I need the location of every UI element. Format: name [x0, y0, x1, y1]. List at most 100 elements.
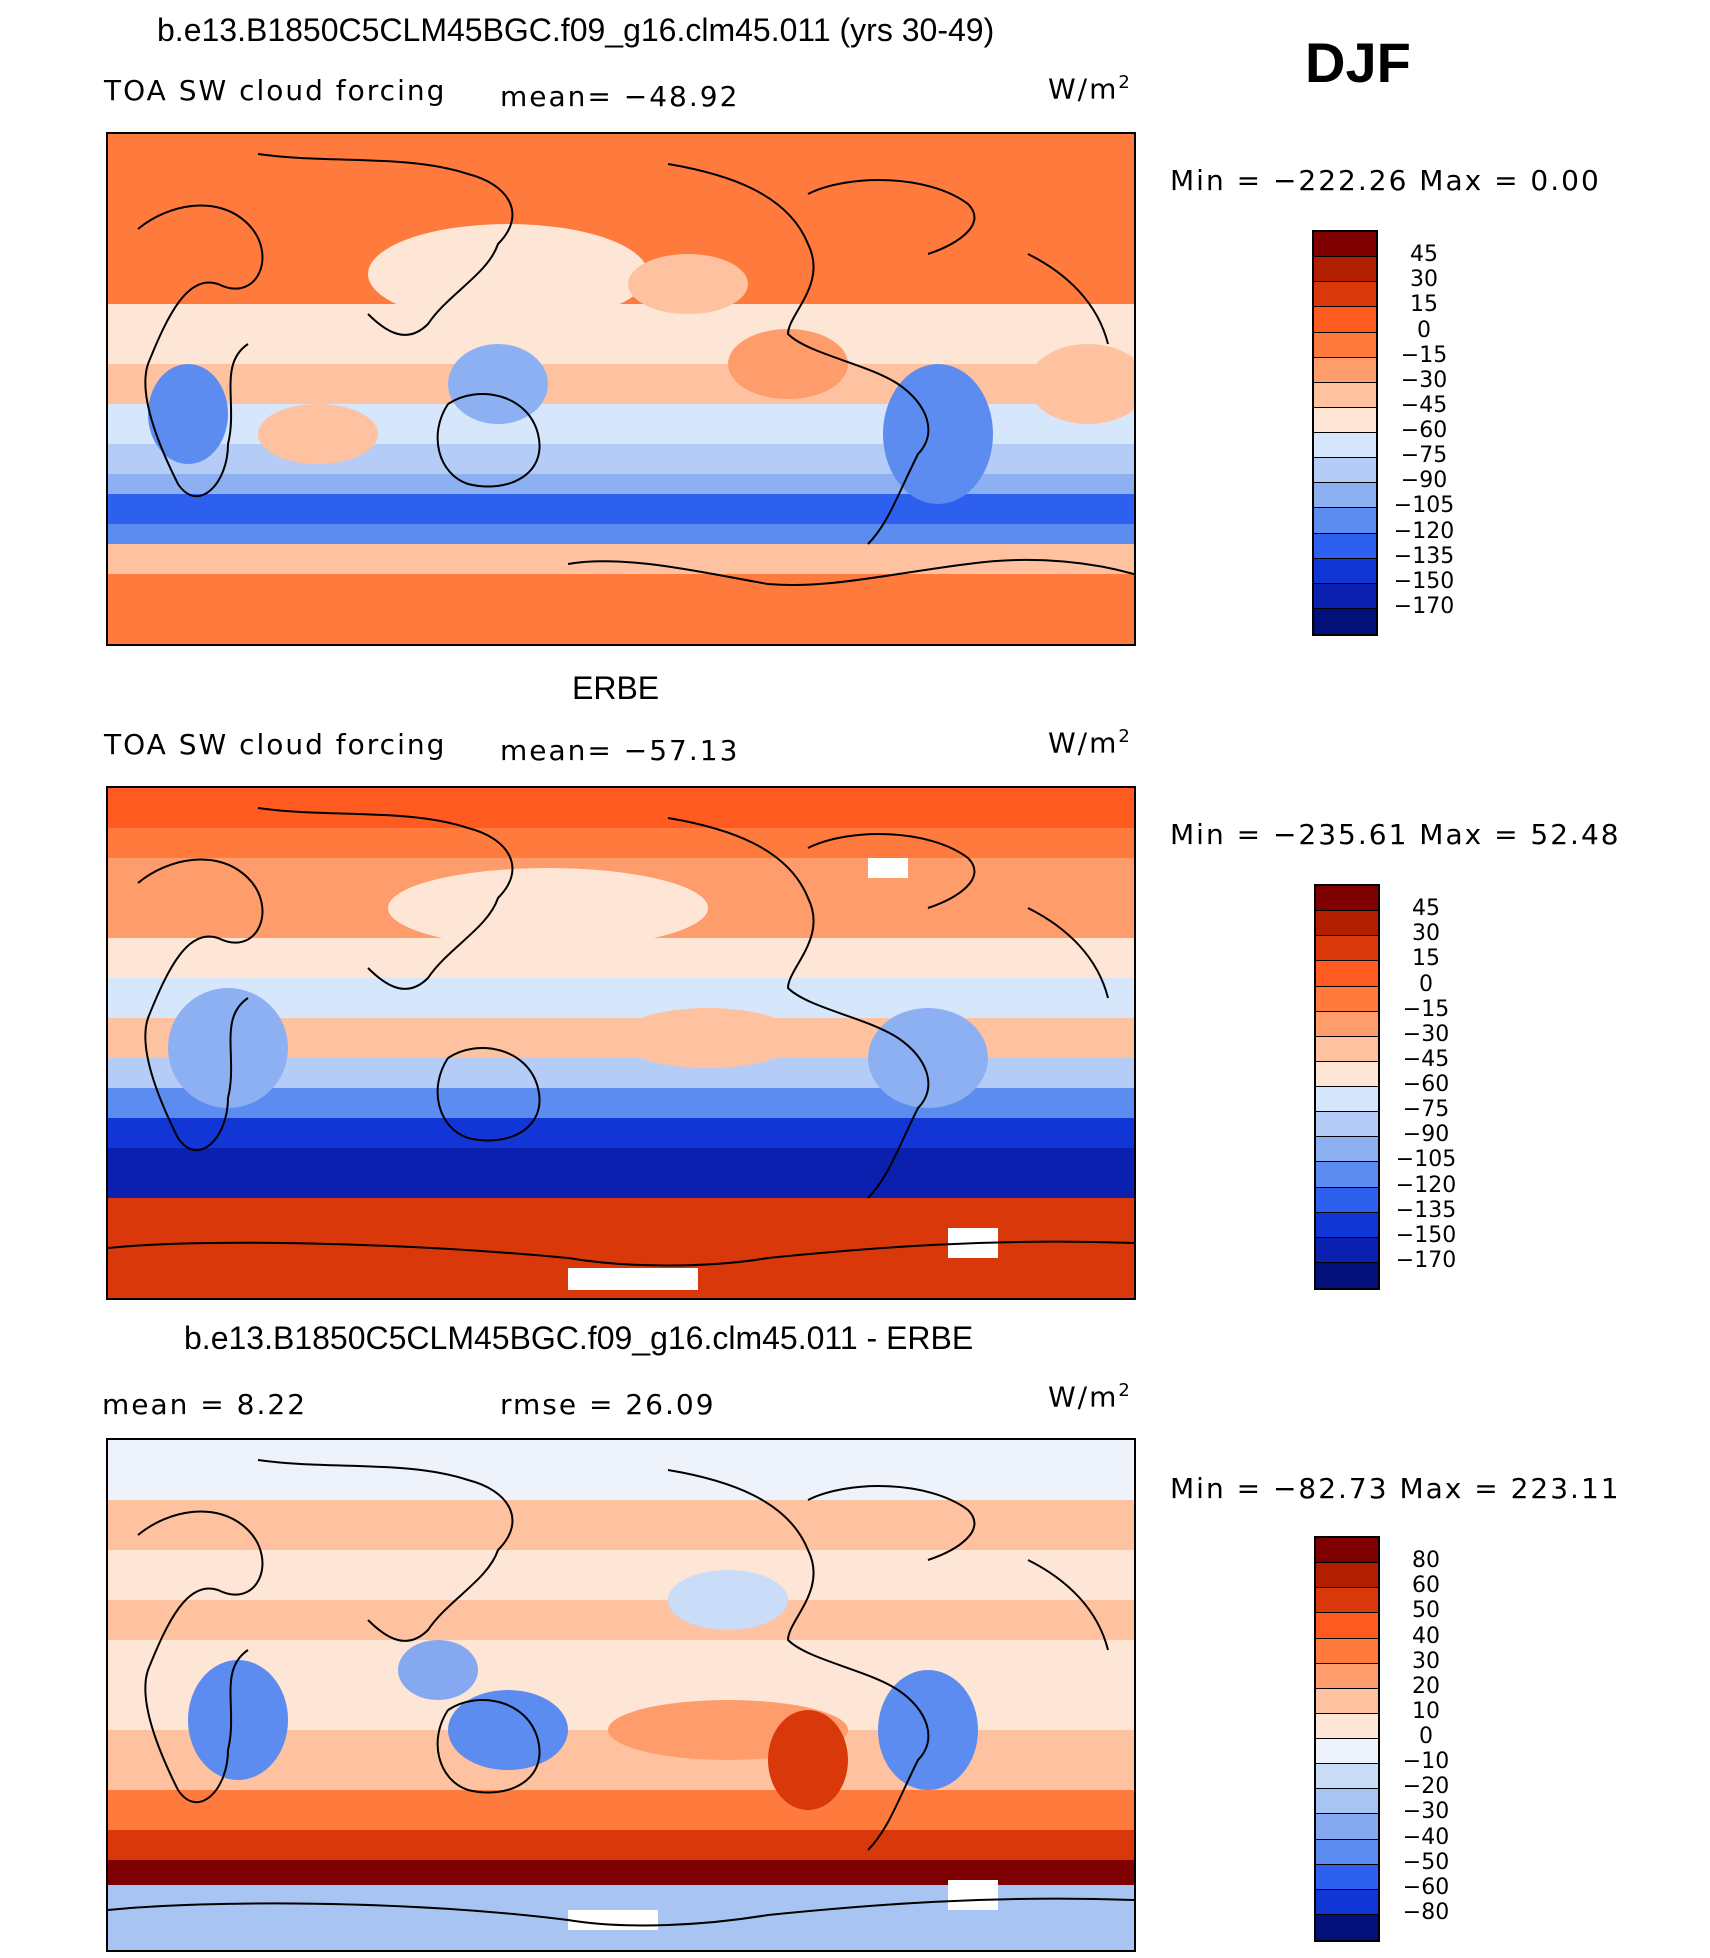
- colorbar-tick-label: 45: [1412, 896, 1440, 922]
- colorbar-tick-label: 45: [1410, 242, 1438, 268]
- colorbar-swatch: [1314, 382, 1376, 408]
- colorbar-swatch: [1314, 357, 1376, 383]
- colorbar-tick-label: −50: [1402, 1849, 1450, 1875]
- panel2-colorbar: [1314, 884, 1380, 1290]
- colorbar-swatch: [1316, 1588, 1378, 1614]
- colorbar-swatch: [1314, 433, 1376, 459]
- colorbar-tick-label: −30: [1402, 1799, 1450, 1825]
- colorbar-tick-label: 10: [1412, 1698, 1440, 1724]
- colorbar-swatch: [1314, 458, 1376, 484]
- colorbar-tick-label: −170: [1395, 1247, 1457, 1273]
- panel1-variable: TOA SW cloud forcing: [104, 74, 447, 107]
- colorbar-swatch: [1316, 986, 1378, 1012]
- colorbar-swatch: [1316, 1538, 1378, 1564]
- colorbar-tick-label: 0: [1419, 1724, 1433, 1749]
- panel3-rmse: rmse = 26.09: [500, 1388, 716, 1421]
- colorbar-swatch: [1316, 1061, 1378, 1087]
- colorbar-swatch: [1314, 332, 1376, 358]
- colorbar-swatch: [1316, 1914, 1378, 1940]
- colorbar-tick-label: −15: [1402, 996, 1450, 1022]
- panel2-map: [106, 786, 1136, 1300]
- panel3-units: W/m2: [1048, 1380, 1132, 1414]
- colorbar-tick-label: −60: [1402, 1072, 1450, 1097]
- colorbar-tick-label: −135: [1395, 1197, 1457, 1223]
- colorbar-swatch: [1316, 1262, 1378, 1288]
- colorbar-tick-label: −30: [1402, 1021, 1450, 1047]
- colorbar-tick-label: −105: [1393, 493, 1455, 519]
- panel1-map: [106, 132, 1136, 646]
- colorbar-tick-label: 60: [1412, 1573, 1440, 1599]
- colorbar-swatch: [1316, 1814, 1378, 1840]
- colorbar-tick-label: −75: [1402, 1097, 1450, 1123]
- colorbar-swatch: [1316, 886, 1378, 912]
- colorbar-swatch: [1314, 483, 1376, 509]
- colorbar-tick-label: −90: [1400, 468, 1448, 494]
- colorbar-swatch: [1316, 1864, 1378, 1890]
- colorbar-swatch: [1314, 307, 1376, 333]
- colorbar-swatch: [1314, 257, 1376, 283]
- colorbar-tick-label: 20: [1412, 1673, 1440, 1699]
- panel3-map: [106, 1438, 1136, 1952]
- panel3-title: b.e13.B1850C5CLM45BGC.f09_g16.clm45.011 …: [184, 1320, 974, 1356]
- colorbar-tick-label: 40: [1412, 1623, 1440, 1649]
- colorbar-tick-label: −80: [1402, 1899, 1450, 1925]
- colorbar-swatch: [1314, 533, 1376, 559]
- colorbar-swatch: [1314, 558, 1376, 584]
- colorbar-tick-label: −120: [1393, 518, 1455, 544]
- colorbar-swatch: [1316, 961, 1378, 987]
- panel2-minmax: Min = −235.61 Max = 52.48: [1170, 818, 1621, 851]
- colorbar-swatch: [1316, 1162, 1378, 1188]
- colorbar-tick-label: −150: [1393, 568, 1455, 594]
- colorbar-swatch: [1316, 1563, 1378, 1589]
- colorbar-tick-label: −15: [1400, 342, 1448, 368]
- colorbar-tick-label: −45: [1400, 392, 1448, 418]
- colorbar-swatch: [1316, 1187, 1378, 1213]
- colorbar-tick-label: 50: [1412, 1598, 1440, 1624]
- colorbar-swatch: [1316, 1036, 1378, 1062]
- panel1-minmax: Min = −222.26 Max = 0.00: [1170, 164, 1601, 197]
- colorbar-tick-label: 0: [1419, 971, 1433, 997]
- panel1-mean: mean= −48.92: [500, 80, 740, 113]
- colorbar-swatch: [1314, 608, 1376, 634]
- panel1-colorbar: [1312, 230, 1378, 636]
- colorbar-tick-label: −90: [1402, 1122, 1450, 1148]
- colorbar-swatch: [1314, 583, 1376, 609]
- colorbar-tick-label: 30: [1412, 1648, 1440, 1674]
- colorbar-swatch: [1316, 1011, 1378, 1037]
- colorbar-swatch: [1316, 1764, 1378, 1790]
- colorbar-tick-label: −120: [1395, 1172, 1457, 1198]
- colorbar-swatch: [1316, 1237, 1378, 1263]
- colorbar-swatch: [1316, 1889, 1378, 1915]
- colorbar-tick-label: −40: [1402, 1824, 1450, 1850]
- panel2-mean: mean= −57.13: [500, 734, 740, 767]
- panel3-minmax: Min = −82.73 Max = 223.11: [1170, 1472, 1621, 1505]
- colorbar-tick-label: −60: [1400, 418, 1448, 443]
- colorbar-swatch: [1314, 282, 1376, 308]
- season-label: DJF: [1305, 31, 1411, 94]
- colorbar-swatch: [1316, 1638, 1378, 1664]
- colorbar-swatch: [1316, 936, 1378, 962]
- colorbar-tick-label: −45: [1402, 1046, 1450, 1072]
- panel1-units: W/m2: [1048, 72, 1132, 106]
- colorbar-tick-label: −60: [1402, 1874, 1450, 1900]
- colorbar-tick-label: 30: [1412, 921, 1440, 947]
- colorbar-tick-label: −20: [1402, 1774, 1450, 1800]
- colorbar-swatch: [1316, 1087, 1378, 1113]
- colorbar-swatch: [1314, 232, 1376, 258]
- panel2-variable: TOA SW cloud forcing: [104, 728, 447, 761]
- panel3-mean: mean = 8.22: [102, 1388, 308, 1421]
- colorbar-swatch: [1314, 508, 1376, 534]
- colorbar-tick-label: −105: [1395, 1147, 1457, 1173]
- colorbar-swatch: [1316, 1789, 1378, 1815]
- colorbar-tick-label: −135: [1393, 543, 1455, 569]
- colorbar-tick-label: 0: [1417, 317, 1431, 343]
- colorbar-tick-label: −10: [1402, 1749, 1450, 1775]
- panel2-units: W/m2: [1048, 726, 1132, 760]
- colorbar-swatch: [1316, 1713, 1378, 1739]
- colorbar-swatch: [1316, 1688, 1378, 1714]
- colorbar-swatch: [1314, 407, 1376, 433]
- colorbar-swatch: [1316, 1663, 1378, 1689]
- colorbar-swatch: [1316, 1112, 1378, 1138]
- colorbar-tick-label: −170: [1393, 593, 1455, 619]
- colorbar-swatch: [1316, 911, 1378, 937]
